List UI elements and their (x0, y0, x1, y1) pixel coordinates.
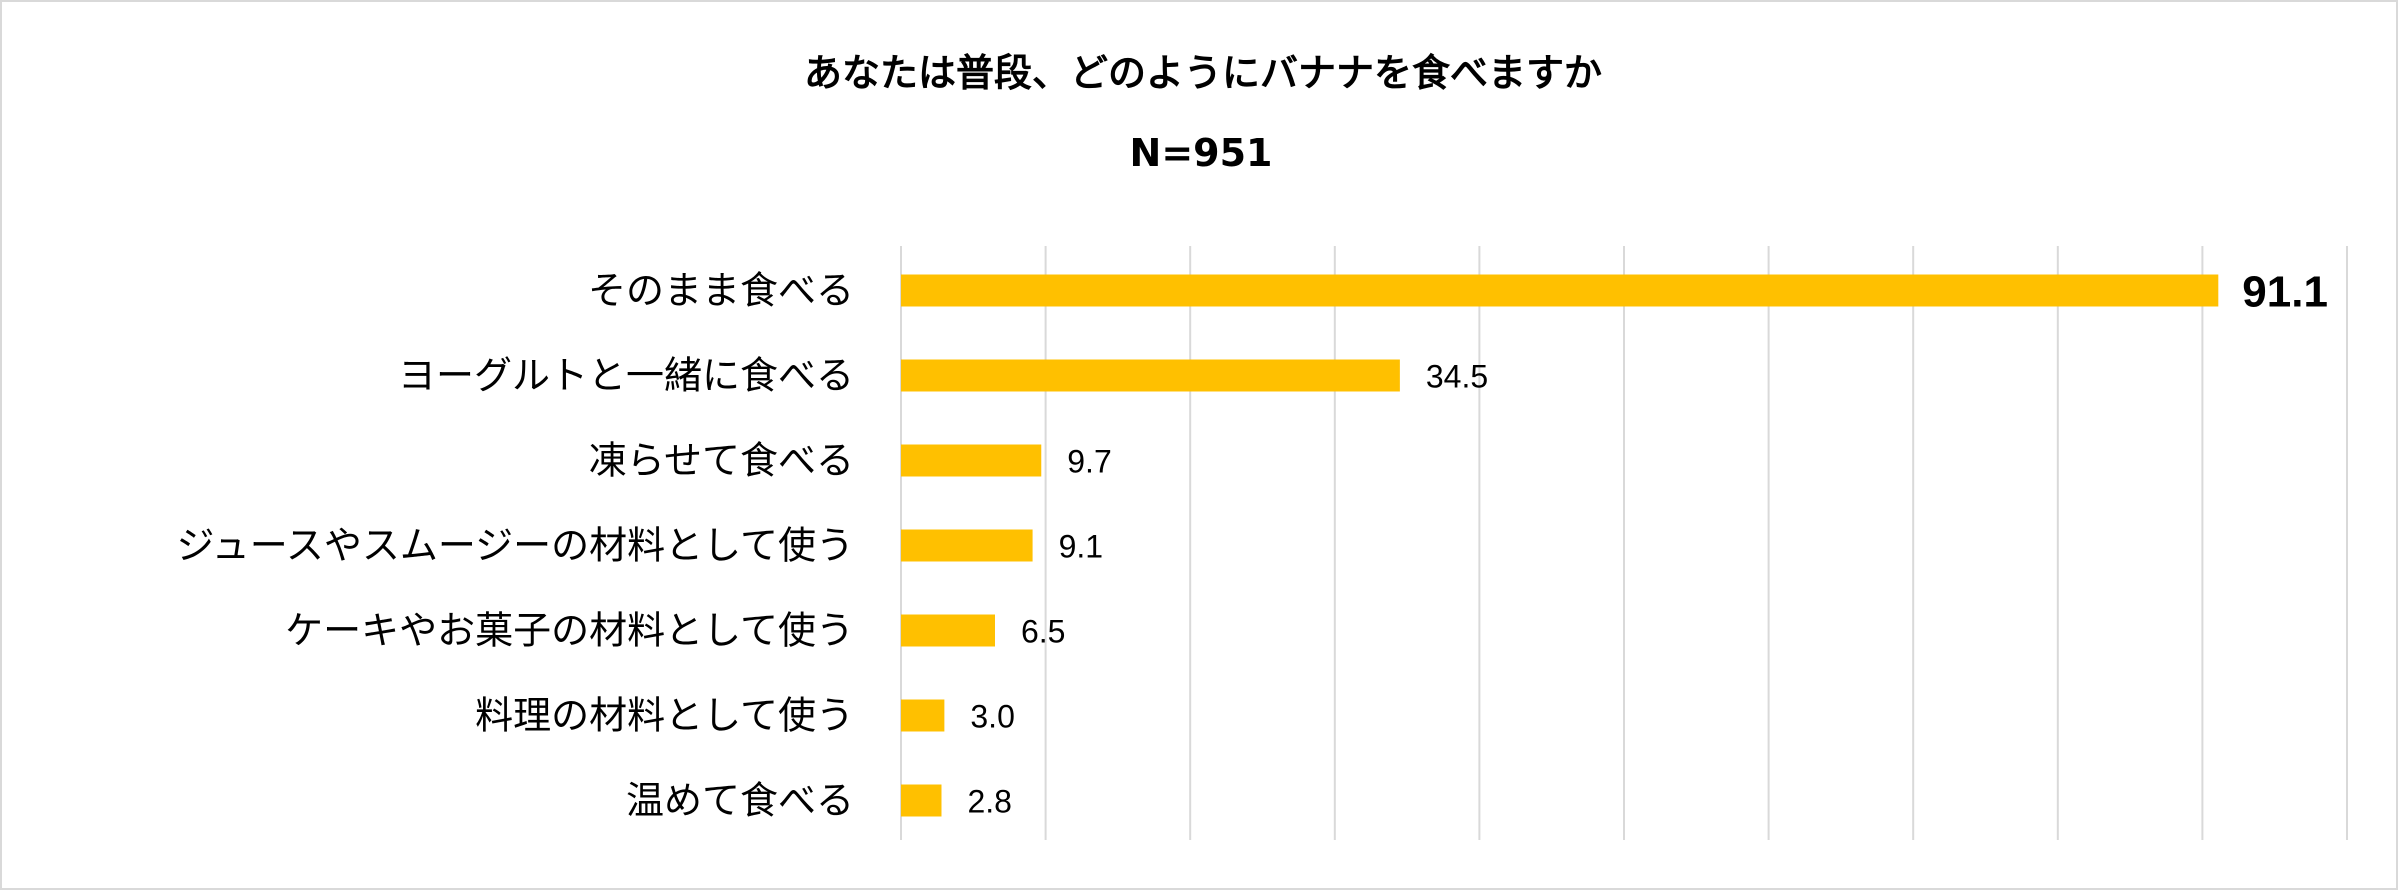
bar (901, 274, 2219, 307)
data-label: 9.1 (1059, 529, 1103, 565)
category-label: 料理の材料として使う (475, 694, 854, 738)
bar (901, 699, 945, 732)
category-label: 温めて食べる (626, 779, 854, 823)
bars (901, 274, 2219, 817)
data-label: 3.0 (970, 699, 1014, 735)
data-label: 34.5 (1426, 359, 1488, 395)
bar (901, 614, 995, 647)
bar (901, 529, 1033, 562)
value-labels: 91.1 34.5 9.7 9.1 6.5 3.0 2.8 (967, 268, 2327, 820)
category-label: 凍らせて食べる (589, 439, 854, 483)
category-label: ジュースやスムージーの材料として使う (176, 524, 854, 568)
bar (901, 359, 1400, 392)
chart-subtitle: N=951 (1130, 131, 1273, 175)
data-label: 91.1 (2242, 268, 2328, 317)
data-label: 9.7 (1067, 444, 1111, 480)
category-label: そのまま食べる (588, 269, 854, 313)
category-label: ケーキやお菓子の材料として使う (285, 609, 854, 653)
data-label: 2.8 (967, 784, 1011, 820)
data-label: 6.5 (1021, 614, 1065, 650)
bar (901, 784, 942, 817)
category-label: ヨーグルトと一緒に食べる (398, 354, 854, 398)
category-labels: そのまま食べるヨーグルトと一緒に食べる凍らせて食べるジュースやスムージーの材料と… (176, 269, 854, 823)
gridlines (900, 246, 2348, 840)
bar (901, 444, 1042, 477)
chart-title: あなたは普段、どのようにバナナを食べますか (804, 51, 1602, 95)
